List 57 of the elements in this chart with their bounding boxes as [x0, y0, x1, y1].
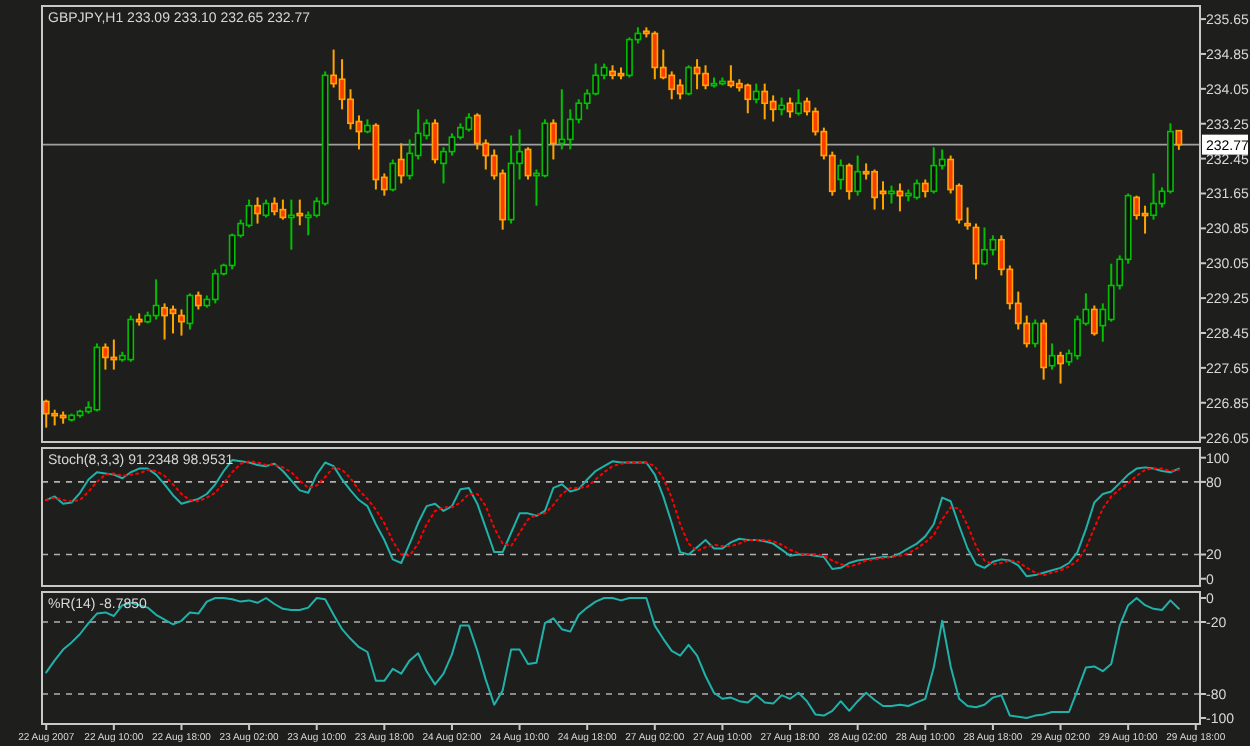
candlestick — [930, 146, 938, 195]
candlestick — [558, 88, 566, 151]
candlestick — [1107, 262, 1115, 323]
candlestick — [964, 206, 971, 231]
candlestick — [101, 342, 109, 371]
candlestick — [406, 138, 414, 181]
candlestick — [1175, 129, 1183, 151]
candlestick — [727, 64, 735, 89]
candlestick — [566, 108, 574, 151]
candlestick — [913, 178, 921, 201]
candlestick — [795, 88, 802, 117]
candlestick — [473, 112, 481, 151]
candlestick — [127, 314, 135, 363]
line-series — [45, 597, 1180, 719]
candlestick — [702, 64, 709, 91]
candlestick — [1057, 350, 1064, 385]
candlestick — [845, 162, 853, 201]
candlestick — [161, 302, 168, 341]
candlestick — [287, 198, 295, 251]
candlestick — [685, 64, 693, 97]
candlestick — [465, 112, 473, 133]
candlestick — [549, 118, 557, 161]
candlestick — [769, 94, 777, 123]
candlestick — [245, 198, 253, 229]
candlestick — [651, 30, 659, 81]
candlestick — [397, 142, 405, 185]
candlestick — [668, 70, 676, 101]
candlestick — [186, 292, 194, 331]
candlestick — [448, 132, 456, 157]
candlestick — [110, 338, 118, 371]
candlestick — [296, 198, 304, 227]
candlestick — [1048, 342, 1056, 371]
candlestick — [1074, 314, 1081, 361]
candlestick — [676, 78, 684, 101]
candlestick — [1150, 172, 1157, 221]
candlestick — [1133, 194, 1141, 221]
candlestick — [786, 96, 794, 119]
candlestick — [871, 168, 878, 211]
candlestick — [752, 82, 760, 105]
candlestick — [389, 158, 397, 193]
candlestick — [178, 308, 185, 337]
candlestick — [744, 82, 752, 115]
candlestick — [42, 398, 50, 429]
candlestick — [989, 234, 997, 257]
candlestick — [854, 154, 862, 197]
candlestick — [626, 36, 633, 79]
candlestick — [837, 158, 845, 191]
candlestick — [592, 62, 600, 97]
candlestick — [761, 82, 769, 121]
candlestick — [211, 268, 219, 305]
candlestick — [279, 198, 287, 221]
candlestick — [152, 278, 160, 321]
candlestick — [1031, 318, 1039, 349]
candlestick — [1040, 318, 1048, 381]
candlestick — [981, 226, 988, 267]
candlestick — [254, 196, 261, 225]
candlestick — [1090, 304, 1098, 337]
